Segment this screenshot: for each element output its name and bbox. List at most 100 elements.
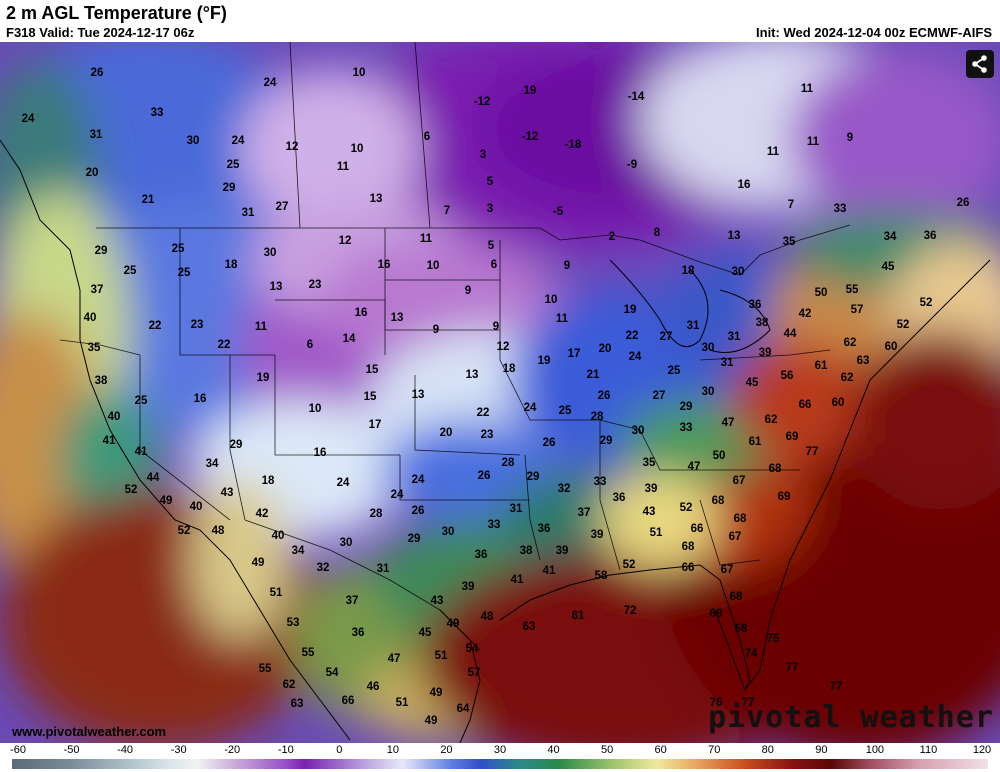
temperature-label: 36	[475, 549, 488, 561]
temperature-label: 12	[286, 141, 299, 153]
temperature-label: 31	[721, 357, 734, 369]
temperature-label: 63	[857, 355, 870, 367]
temperature-label: 30	[702, 342, 715, 354]
temperature-label: 11	[556, 313, 569, 325]
temperature-label: 29	[408, 533, 421, 545]
temperature-label: 31	[510, 503, 523, 515]
temperature-label: 63	[523, 621, 536, 633]
colorbar-tick-label: 20	[440, 744, 453, 756]
colorbar-tick-label: 120	[972, 744, 992, 756]
temperature-label: 13	[370, 193, 383, 205]
temperature-label: 36	[538, 523, 551, 535]
temperature-label: 31	[728, 331, 741, 343]
temperature-label: 39	[759, 347, 772, 359]
temperature-label: 51	[435, 650, 448, 662]
temperature-label: 43	[431, 595, 444, 607]
temperature-label: 55	[302, 647, 315, 659]
colorbar-tick-label: 40	[547, 744, 560, 756]
temperature-label: 16	[194, 393, 207, 405]
temperature-label: 77	[742, 697, 755, 709]
colorbar-tick-label: 80	[761, 744, 774, 756]
temperature-label: 29	[230, 439, 243, 451]
site-url[interactable]: www.pivotalweather.com	[12, 724, 167, 739]
temperature-label: 37	[578, 507, 591, 519]
temperature-label: 23	[191, 319, 204, 331]
temperature-label: 41	[135, 446, 148, 458]
temperature-label: 61	[572, 610, 585, 622]
temperature-label: 26	[91, 67, 104, 79]
temperature-label: 39	[556, 545, 569, 557]
temperature-label: 75	[767, 633, 780, 645]
temperature-label: 31	[377, 563, 390, 575]
temperature-label: 66	[342, 695, 355, 707]
temperature-label: 5	[487, 176, 494, 188]
temperature-label: -5	[553, 206, 564, 218]
temperature-label: 67	[721, 564, 734, 576]
temperature-label: 51	[270, 587, 283, 599]
temperature-label: 74	[745, 648, 758, 660]
temperature-label: 25	[227, 159, 240, 171]
temperature-label: 77	[830, 681, 843, 693]
temperature-label: 16	[314, 447, 327, 459]
temperature-label: 33	[594, 476, 607, 488]
temperature-label: 19	[257, 372, 270, 384]
temperature-label: 27	[276, 201, 289, 213]
temperature-label: 38	[756, 317, 769, 329]
temperature-label: 25	[178, 267, 191, 279]
temperature-label: 30	[732, 266, 745, 278]
temperature-label: 29	[527, 471, 540, 483]
temperature-label: 10	[309, 403, 322, 415]
temperature-label: 14	[343, 333, 356, 345]
temperature-label: 11	[801, 83, 814, 95]
temperature-label: 34	[206, 458, 219, 470]
temperature-label: -18	[565, 139, 582, 151]
temperature-label: 68	[734, 513, 747, 525]
temperature-label: 28	[591, 411, 604, 423]
temperature-label: 54	[326, 667, 339, 679]
temperature-label: 52	[623, 559, 636, 571]
temperature-label: 24	[337, 477, 350, 489]
temperature-label: 18	[262, 475, 275, 487]
temperature-label: 11	[767, 146, 780, 158]
temperature-label: 6	[307, 339, 313, 351]
temperature-label: 36	[924, 230, 937, 242]
temperature-label: 19	[538, 355, 551, 367]
temperature-label: 30	[187, 135, 200, 147]
temperature-label: 13	[412, 389, 425, 401]
colorbar-tick-label: -20	[224, 744, 241, 756]
temperature-label: 34	[292, 545, 305, 557]
temperature-label: 62	[283, 679, 296, 691]
temperature-label: 24	[264, 77, 277, 89]
temperature-label: 37	[346, 595, 359, 607]
temperature-label: 50	[713, 450, 726, 462]
temperature-label: 68	[682, 541, 695, 553]
temperature-label: 10	[353, 67, 366, 79]
temperature-label: 17	[568, 348, 581, 360]
temperature-label: 40	[108, 411, 121, 423]
temperature-label: 22	[149, 320, 162, 332]
temperature-label: -9	[627, 159, 637, 171]
temperature-label: 13	[728, 230, 741, 242]
temperature-label: 77	[806, 446, 819, 458]
colorbar-tick-label: -40	[117, 744, 134, 756]
temperature-label: 55	[846, 284, 859, 296]
temperature-label: 68	[735, 623, 748, 635]
temperature-label: 41	[543, 565, 556, 577]
temperature-label: 43	[221, 487, 234, 499]
temperature-label: 6	[491, 259, 497, 271]
temperature-label: 48	[212, 525, 225, 537]
temperature-label: 26	[543, 437, 556, 449]
temperature-label: 29	[95, 245, 108, 257]
temperature-label: 20	[599, 343, 612, 355]
temperature-label: 30	[264, 247, 277, 259]
temperature-label: -14	[628, 91, 645, 103]
temperature-label: 36	[749, 299, 762, 311]
temperature-label: 25	[668, 365, 681, 377]
temperature-label: 68	[769, 463, 782, 475]
temperature-label: 63	[291, 698, 304, 710]
temperature-label: 24	[412, 474, 425, 486]
temperature-label: 51	[650, 527, 663, 539]
pivotal-weather-logo: pivotal weather	[708, 700, 994, 735]
share-button[interactable]	[966, 50, 994, 78]
